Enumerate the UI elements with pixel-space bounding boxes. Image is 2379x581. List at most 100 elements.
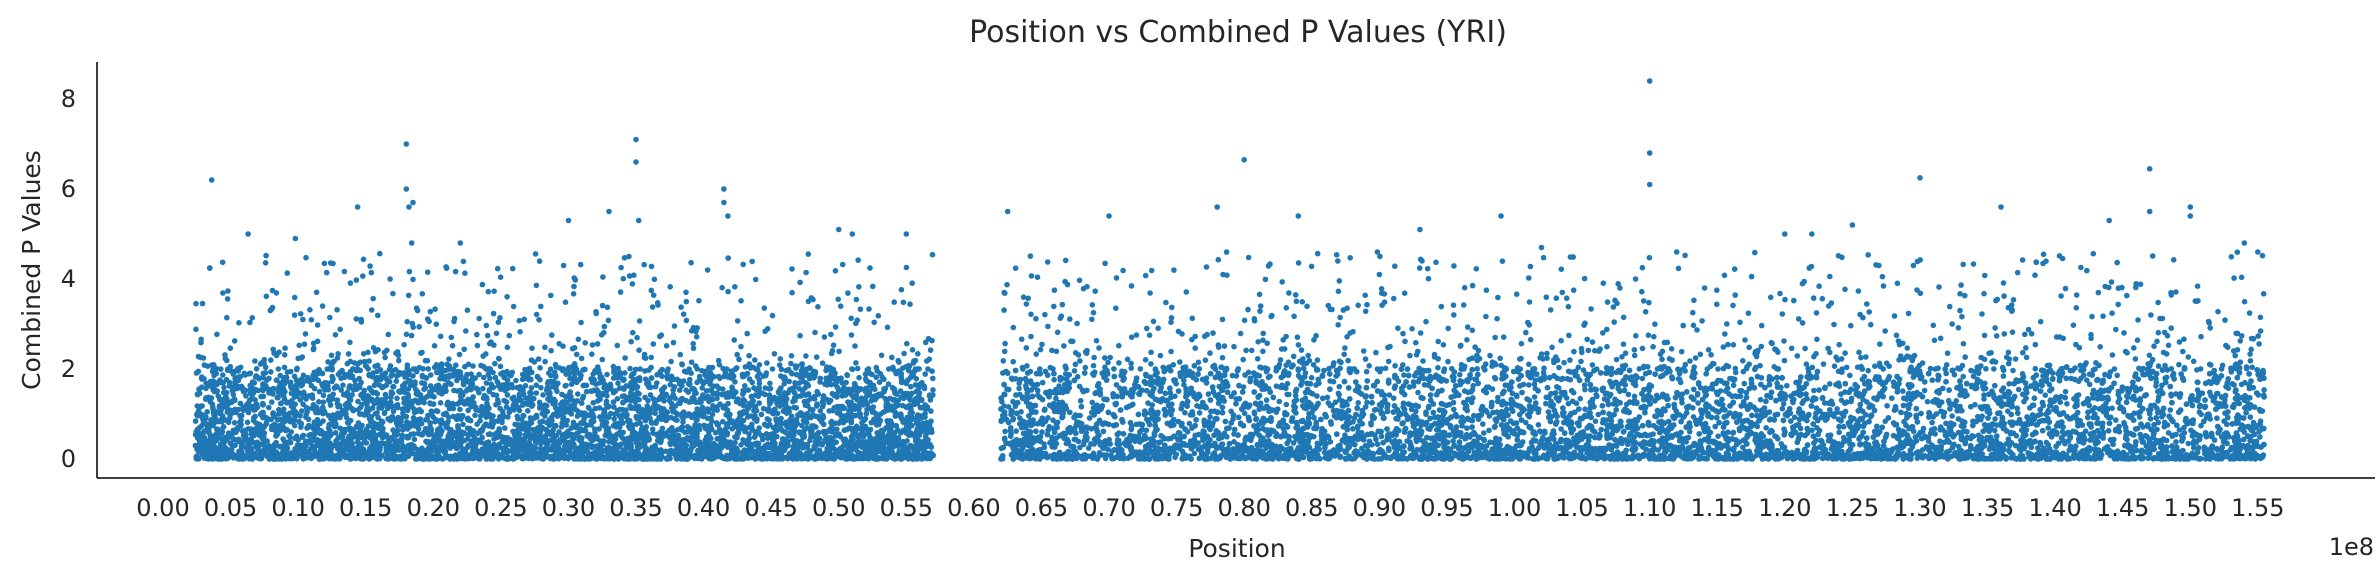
data-point xyxy=(440,420,447,427)
data-point xyxy=(629,448,636,455)
data-point xyxy=(770,425,777,431)
data-point xyxy=(300,394,307,400)
data-point xyxy=(732,379,738,385)
data-point xyxy=(696,453,703,460)
data-point xyxy=(419,445,425,452)
data-point xyxy=(376,382,383,388)
data-point xyxy=(754,373,761,380)
data-point xyxy=(610,399,617,405)
data-point xyxy=(750,403,756,409)
data-point xyxy=(683,369,690,375)
data-point xyxy=(253,420,259,426)
data-point xyxy=(206,421,213,428)
data-point xyxy=(605,450,611,456)
data-point xyxy=(350,407,357,414)
data-point xyxy=(194,435,201,442)
data-point xyxy=(200,451,206,458)
data-point xyxy=(594,434,600,441)
data-point xyxy=(848,332,855,338)
data-point xyxy=(537,377,543,383)
data-point xyxy=(793,405,800,411)
data-point xyxy=(800,417,807,424)
data-point xyxy=(577,452,584,459)
data-point xyxy=(253,373,259,379)
data-point xyxy=(501,397,507,404)
data-point xyxy=(455,424,461,431)
data-point xyxy=(550,427,556,433)
data-point xyxy=(292,411,298,418)
data-point xyxy=(194,391,201,398)
data-point xyxy=(532,445,539,451)
data-point xyxy=(601,407,607,413)
data-point xyxy=(399,406,406,412)
data-point xyxy=(252,452,259,458)
data-point xyxy=(774,456,781,462)
data-point xyxy=(866,306,872,312)
data-point xyxy=(492,360,498,367)
data-point xyxy=(411,406,418,413)
data-point xyxy=(488,421,494,428)
data-point xyxy=(659,453,665,460)
data-point xyxy=(427,420,434,426)
data-point xyxy=(831,456,838,462)
data-point xyxy=(536,454,543,461)
data-point xyxy=(272,428,279,434)
data-point xyxy=(288,390,295,397)
data-point xyxy=(369,405,376,411)
data-point xyxy=(394,395,400,402)
data-point xyxy=(767,401,773,407)
data-point xyxy=(714,383,720,389)
data-point xyxy=(550,411,557,418)
data-point xyxy=(817,375,824,382)
data-point xyxy=(319,370,326,377)
data-point xyxy=(894,439,900,445)
data-point xyxy=(616,413,623,419)
data-point xyxy=(443,443,449,450)
data-point xyxy=(356,384,363,391)
data-point xyxy=(631,381,637,387)
data-point xyxy=(844,372,851,379)
data-point xyxy=(760,405,767,412)
data-point xyxy=(589,379,596,386)
data-point xyxy=(741,438,747,445)
data-point xyxy=(594,388,601,394)
data-point xyxy=(376,422,383,428)
data-point xyxy=(456,351,463,358)
data-point xyxy=(672,442,679,448)
data-point xyxy=(859,419,865,426)
data-point xyxy=(460,446,466,452)
data-point xyxy=(509,384,516,391)
data-point xyxy=(700,413,707,420)
data-point xyxy=(929,452,936,458)
data-point xyxy=(699,385,705,391)
data-point xyxy=(353,433,359,440)
data-point xyxy=(515,436,522,442)
data-point xyxy=(583,382,590,389)
data-point xyxy=(812,370,819,376)
data-point xyxy=(307,307,313,313)
data-point xyxy=(258,393,264,400)
data-point xyxy=(857,414,864,420)
data-point xyxy=(405,394,412,400)
data-point xyxy=(344,442,350,449)
data-point xyxy=(858,396,864,402)
data-point xyxy=(799,441,806,448)
data-point xyxy=(358,451,365,458)
data-point xyxy=(889,439,895,446)
data-point xyxy=(871,319,877,326)
data-point xyxy=(790,398,796,405)
data-point xyxy=(492,374,499,381)
data-point xyxy=(262,385,268,392)
data-point xyxy=(765,406,772,412)
data-point xyxy=(636,453,643,460)
data-point xyxy=(873,374,879,381)
data-point xyxy=(913,439,919,445)
data-point xyxy=(850,394,857,401)
data-point xyxy=(481,374,487,381)
data-point xyxy=(583,388,590,395)
data-point xyxy=(720,418,726,425)
data-point xyxy=(821,454,827,460)
data-point xyxy=(642,394,648,401)
data-point xyxy=(470,394,477,400)
data-point xyxy=(248,389,254,396)
